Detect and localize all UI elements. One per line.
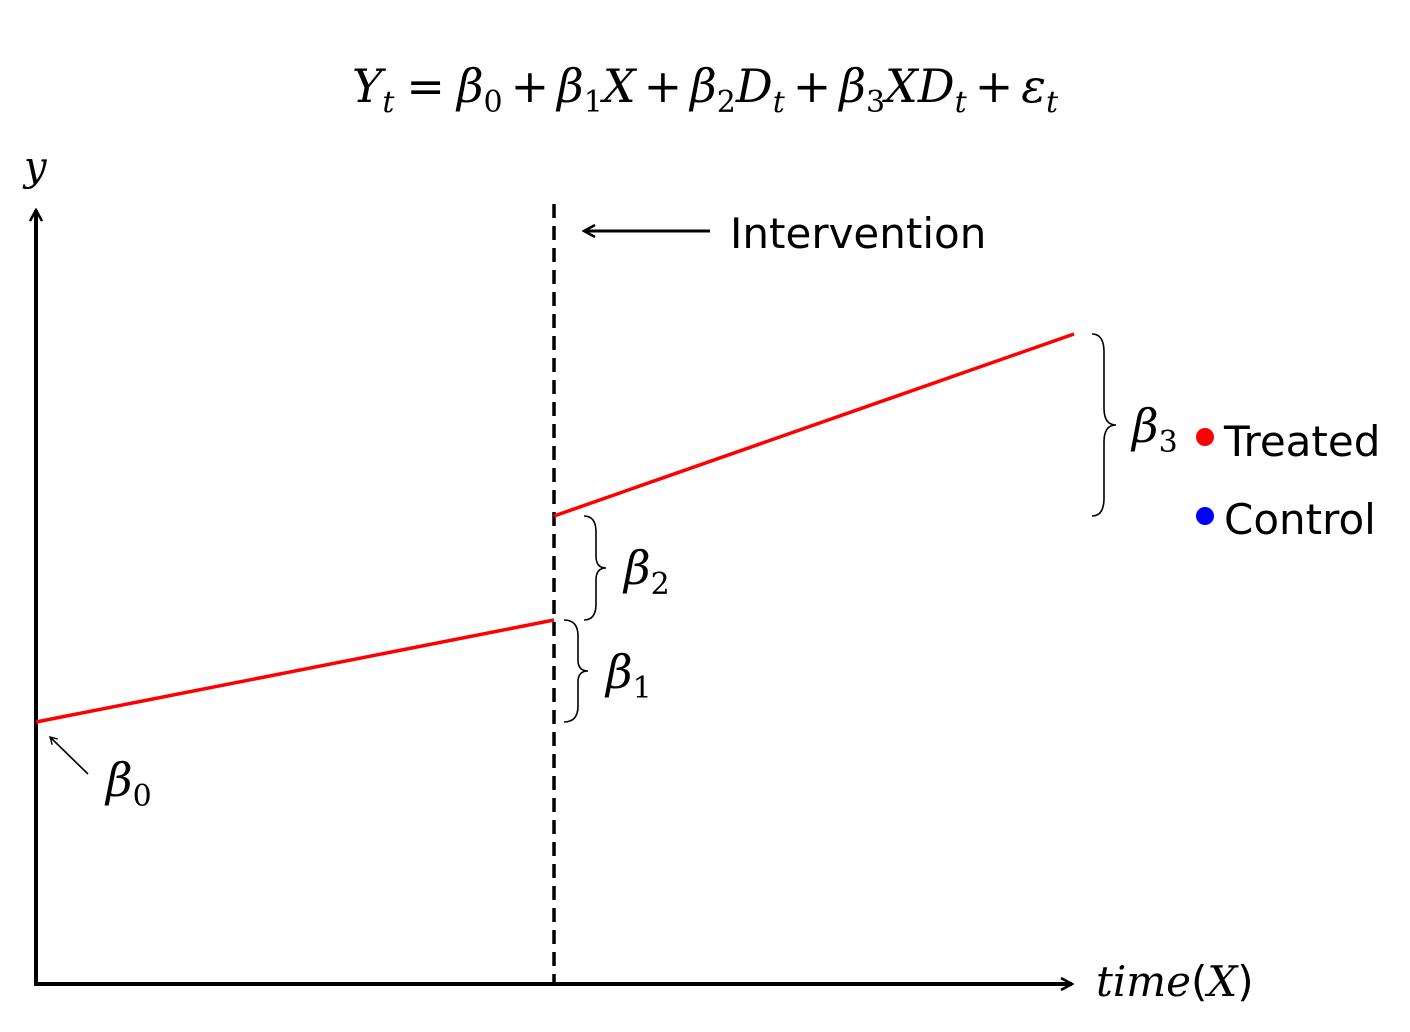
eq-epsilon-sub: t bbox=[1046, 85, 1059, 120]
beta1-symbol: β bbox=[604, 645, 633, 699]
eq-D1-sub: t bbox=[773, 85, 786, 120]
eq-beta2-sub: 2 bbox=[717, 85, 736, 120]
beta0-sub: 0 bbox=[133, 779, 152, 814]
eq-equals: = bbox=[406, 59, 445, 113]
eq-D2-sub: t bbox=[955, 85, 968, 120]
eq-plus-1: + bbox=[511, 59, 550, 113]
legend: Treated Control bbox=[1196, 417, 1380, 544]
eq-D1: D bbox=[735, 59, 773, 113]
x-axis-label-time: time bbox=[1096, 957, 1191, 1006]
eq-Y: Y bbox=[352, 59, 387, 113]
eq-D2: D bbox=[917, 59, 955, 113]
eq-Y-sub: t bbox=[382, 85, 395, 120]
eq-plus-4: + bbox=[975, 59, 1014, 113]
beta0-label: β0 bbox=[104, 753, 152, 814]
x-axis-label-paren-close: ) bbox=[1237, 957, 1253, 1006]
legend-control-marker bbox=[1196, 507, 1214, 525]
beta3-label: β3 bbox=[1130, 399, 1178, 460]
eq-beta0-sub: 0 bbox=[484, 85, 503, 120]
eq-epsilon: ε bbox=[1021, 59, 1046, 113]
x-axis-label: time(X) bbox=[1096, 957, 1254, 1006]
eq-plus-3: + bbox=[793, 59, 832, 113]
eq-beta0: β bbox=[455, 59, 484, 113]
eq-beta3: β bbox=[837, 59, 866, 113]
beta1-brace bbox=[563, 619, 589, 723]
intervention-label: Intervention bbox=[730, 209, 986, 258]
legend-control-label: Control bbox=[1224, 495, 1376, 544]
treated-line-post bbox=[553, 332, 1075, 518]
eq-beta2: β bbox=[688, 59, 717, 113]
eq-X2: X bbox=[882, 59, 920, 113]
eq-plus-2: + bbox=[644, 59, 683, 113]
beta2-sub: 2 bbox=[651, 567, 670, 602]
beta2-symbol: β bbox=[622, 541, 651, 595]
eq-X1: X bbox=[600, 59, 638, 113]
y-axis-label: y bbox=[22, 144, 48, 190]
beta1-sub: 1 bbox=[633, 671, 652, 706]
x-axis-label-paren-open: ( bbox=[1191, 957, 1207, 1006]
beta2-brace bbox=[583, 515, 607, 621]
beta3-symbol: β bbox=[1130, 399, 1159, 453]
x-axis-label-var: X bbox=[1204, 957, 1239, 1006]
equation: Yt = β0 + β1X + β2Dt + β3XDt + εt bbox=[352, 59, 1059, 120]
beta3-sub: 3 bbox=[1159, 425, 1178, 460]
beta2-label: β2 bbox=[622, 541, 670, 602]
eq-beta1: β bbox=[555, 59, 584, 113]
beta3-brace bbox=[1091, 333, 1117, 517]
treated-line-pre bbox=[35, 618, 555, 724]
eq-beta1-sub: 1 bbox=[584, 85, 603, 120]
legend-treated-marker bbox=[1196, 428, 1214, 446]
legend-treated-label: Treated bbox=[1223, 417, 1380, 466]
beta1-label: β1 bbox=[604, 645, 652, 706]
eq-beta3-sub: 3 bbox=[866, 85, 885, 120]
beta0-symbol: β bbox=[104, 753, 133, 807]
beta0-arrow bbox=[48, 736, 89, 775]
